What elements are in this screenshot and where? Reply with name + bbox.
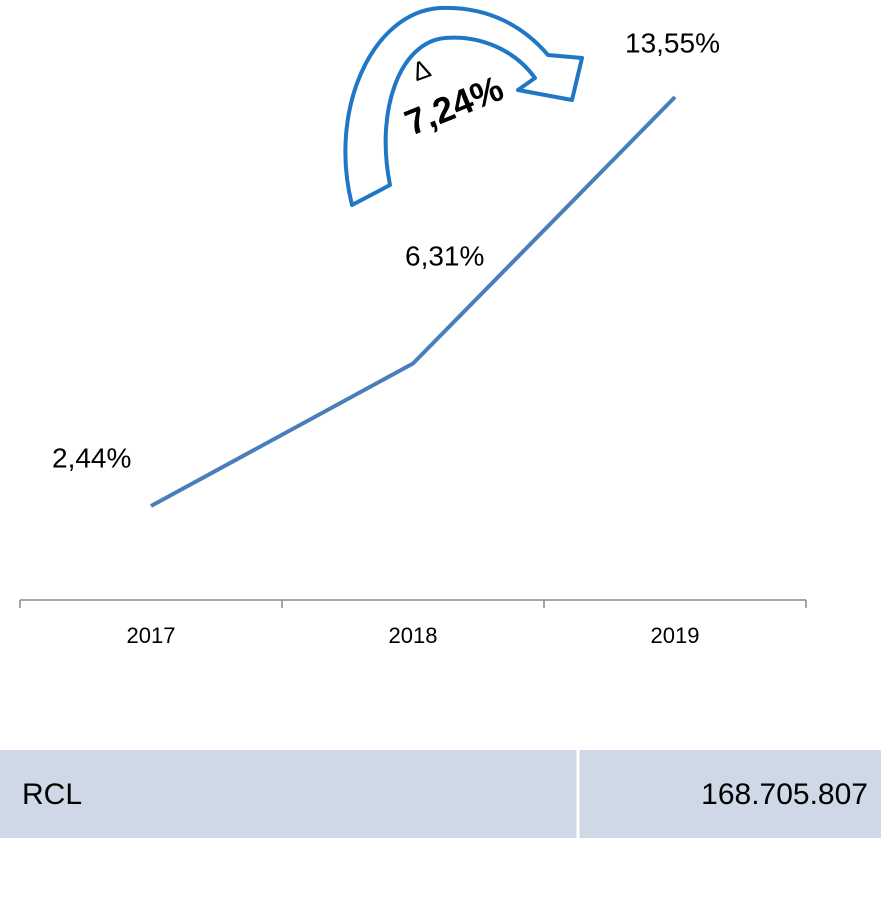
- data-label: 13,55%: [625, 27, 720, 58]
- table-cell: RCL: [22, 778, 82, 811]
- x-tick-label: 2018: [389, 623, 438, 648]
- table-cell: 168.705.807: [701, 778, 868, 811]
- annotation-symbol: ∆: [409, 53, 434, 87]
- x-tick-label: 2019: [651, 623, 700, 648]
- line-series: [150, 95, 677, 508]
- curved-arrow: [343, 5, 584, 207]
- x-tick-label: 2017: [127, 623, 176, 648]
- data-label: 6,31%: [405, 240, 484, 271]
- table-row: [0, 750, 881, 838]
- data-label: 2,44%: [52, 442, 131, 473]
